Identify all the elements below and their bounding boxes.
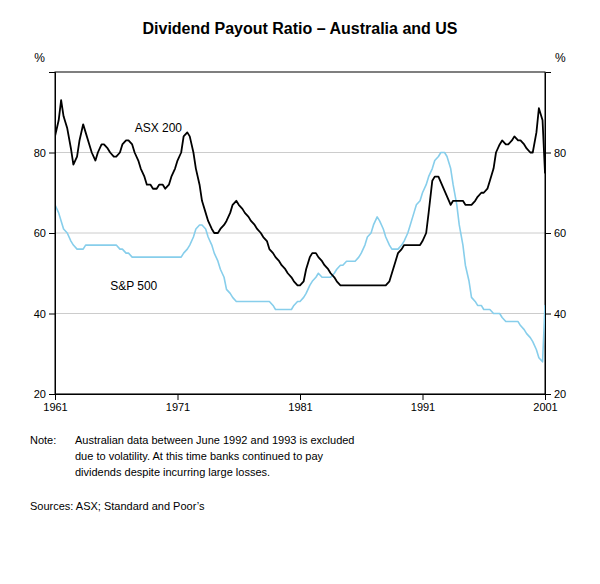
note-label: Note: <box>30 434 56 446</box>
tick-label: 20 <box>554 388 566 400</box>
note-text: due to volatility. At this time banks co… <box>75 450 324 462</box>
x-axis: 1961 1971 1981 1991 2001 <box>43 394 557 413</box>
tick: 1981 <box>288 394 312 413</box>
tick: 20 <box>545 388 566 400</box>
source: Sources: ASX; Standard and Poor’s <box>30 500 205 512</box>
grid-line <box>55 313 545 314</box>
series-line <box>55 100 545 285</box>
tick-label: 60 <box>34 227 46 239</box>
series-line <box>55 153 545 362</box>
tick-mark <box>49 233 55 234</box>
chart: Dividend Payout Ratio – Australia and US… <box>0 0 600 584</box>
tick-mark <box>49 153 55 154</box>
title: Dividend Payout Ratio – Australia and US <box>142 20 457 37</box>
axis-line <box>56 395 546 401</box>
tick-label: 20 <box>34 388 46 400</box>
tick: 40 <box>34 308 55 320</box>
tick: 1971 <box>166 394 190 413</box>
grid-line <box>55 152 545 153</box>
tick-mark <box>545 394 551 395</box>
tick-label: 40 <box>34 308 46 320</box>
tick-mark <box>49 314 55 315</box>
tick-label: 1981 <box>288 401 312 413</box>
tick: 80 <box>545 147 566 159</box>
lines <box>55 100 545 362</box>
tick-mark <box>545 314 551 315</box>
tick: 60 <box>34 227 55 239</box>
grid-line <box>55 233 545 234</box>
tick-label: 1961 <box>43 401 67 413</box>
axis-line <box>49 73 56 395</box>
series-label: ASX 200 <box>135 121 183 135</box>
tick-label: 2001 <box>533 401 557 413</box>
tick-label: 1971 <box>166 401 190 413</box>
tick-label: 80 <box>554 147 566 159</box>
tick: 20 <box>34 388 55 400</box>
tick-label: 80 <box>34 147 46 159</box>
y-axis: 20 40 60 80 <box>34 73 56 401</box>
axis-line <box>546 73 552 395</box>
tick: 1961 <box>43 394 67 413</box>
tick-mark <box>300 394 301 400</box>
tick-mark <box>545 153 551 154</box>
y-axis-label: % <box>34 51 45 65</box>
tick-label: 40 <box>554 308 566 320</box>
y2-axis: 20 40 60 80 <box>545 73 566 401</box>
y2-axis-label: % <box>555 51 566 65</box>
tick-mark <box>178 394 179 400</box>
tick: 60 <box>545 227 566 239</box>
note-text: Australian data between June 1992 and 19… <box>75 434 355 446</box>
tick-mark <box>545 233 551 234</box>
tick: 80 <box>34 147 55 159</box>
tick-mark <box>49 394 55 395</box>
note-text: dividends despite incurring large losses… <box>75 466 270 478</box>
grid <box>55 153 545 395</box>
series-label: S&P 500 <box>110 279 157 293</box>
tick: 40 <box>545 308 566 320</box>
plot: S&P 500ASX 20019611971198119912001204060… <box>34 51 567 413</box>
tick: 1991 <box>411 394 435 413</box>
tick-mark <box>423 394 424 400</box>
tick-label: 1991 <box>411 401 435 413</box>
tick-label: 60 <box>554 227 566 239</box>
plot-frame <box>55 72 545 394</box>
